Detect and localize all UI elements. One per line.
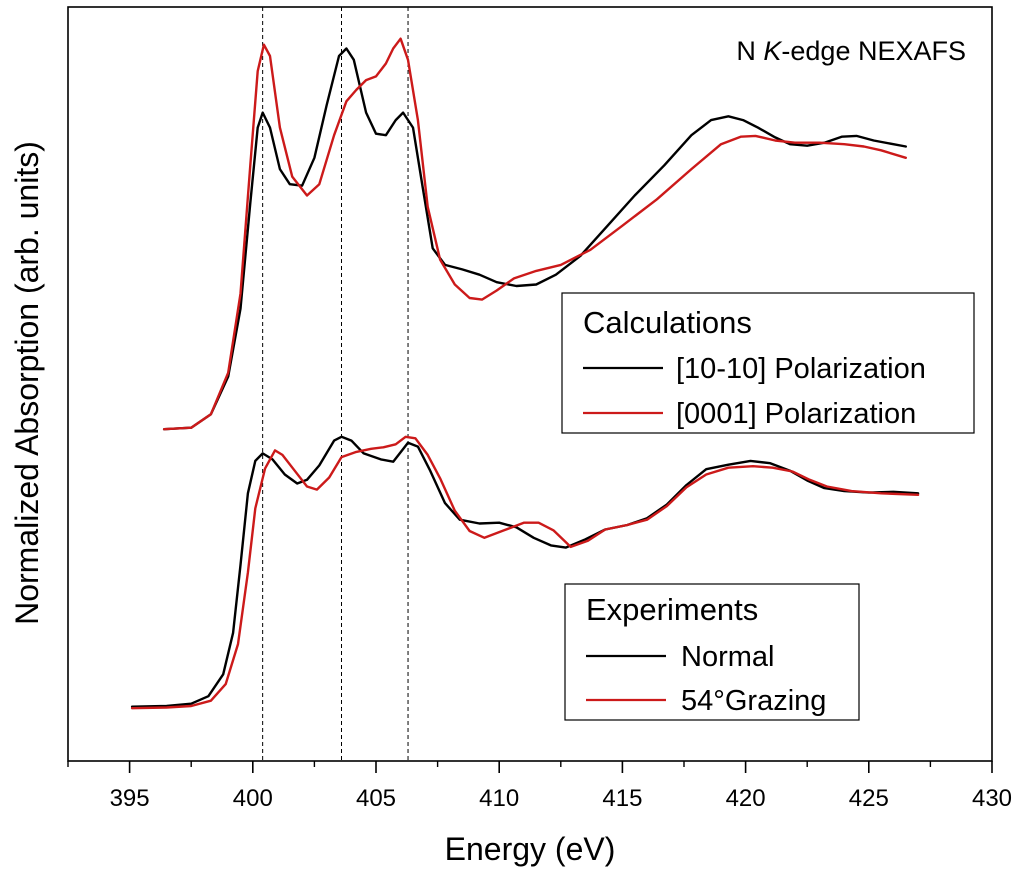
series-line-calculations-0001-polarization: [162, 37, 907, 431]
legend-experiments-title: Experiments: [586, 592, 758, 627]
legend-calculations: Calculations [10-10] Polarization [0001]…: [561, 292, 975, 434]
series-line-experiments-54-grazing: [130, 435, 920, 710]
legend-experiments-box: [564, 583, 860, 721]
x-tick-label-395: 395: [110, 785, 150, 812]
y-axis-title: Normalized Absorption (arb. units): [9, 141, 45, 625]
legend-label-0001: [0001] Polarization: [676, 398, 916, 430]
legend-label-grazing: 54°Grazing: [681, 685, 826, 717]
x-tick-label-415: 415: [602, 785, 642, 812]
x-axis-ticks: 395 400 405 410 415 420 425 430: [67, 761, 1012, 812]
x-axis-title: Energy (eV): [445, 831, 616, 867]
x-tick-label-400: 400: [233, 785, 273, 812]
legend-label-10-10: [10-10] Polarization: [676, 353, 926, 385]
reference-lines: [262, 7, 409, 761]
plot-frame: [67, 6, 993, 762]
x-tick-label-410: 410: [479, 785, 519, 812]
edge-annotation: N K-edge NEXAFS: [736, 36, 966, 66]
series-layer: [130, 37, 920, 710]
x-tick-label-405: 405: [356, 785, 396, 812]
legend-label-normal: Normal: [681, 641, 774, 673]
legend-calculations-box: [561, 292, 975, 434]
legend-calculations-title: Calculations: [583, 305, 752, 340]
series-line-experiments-normal: [130, 435, 920, 708]
x-tick-label-425: 425: [849, 785, 889, 812]
legend-experiments: Experiments Normal 54°Grazing: [564, 583, 860, 721]
x-tick-label-420: 420: [726, 785, 766, 812]
x-tick-label-430: 430: [972, 785, 1012, 812]
